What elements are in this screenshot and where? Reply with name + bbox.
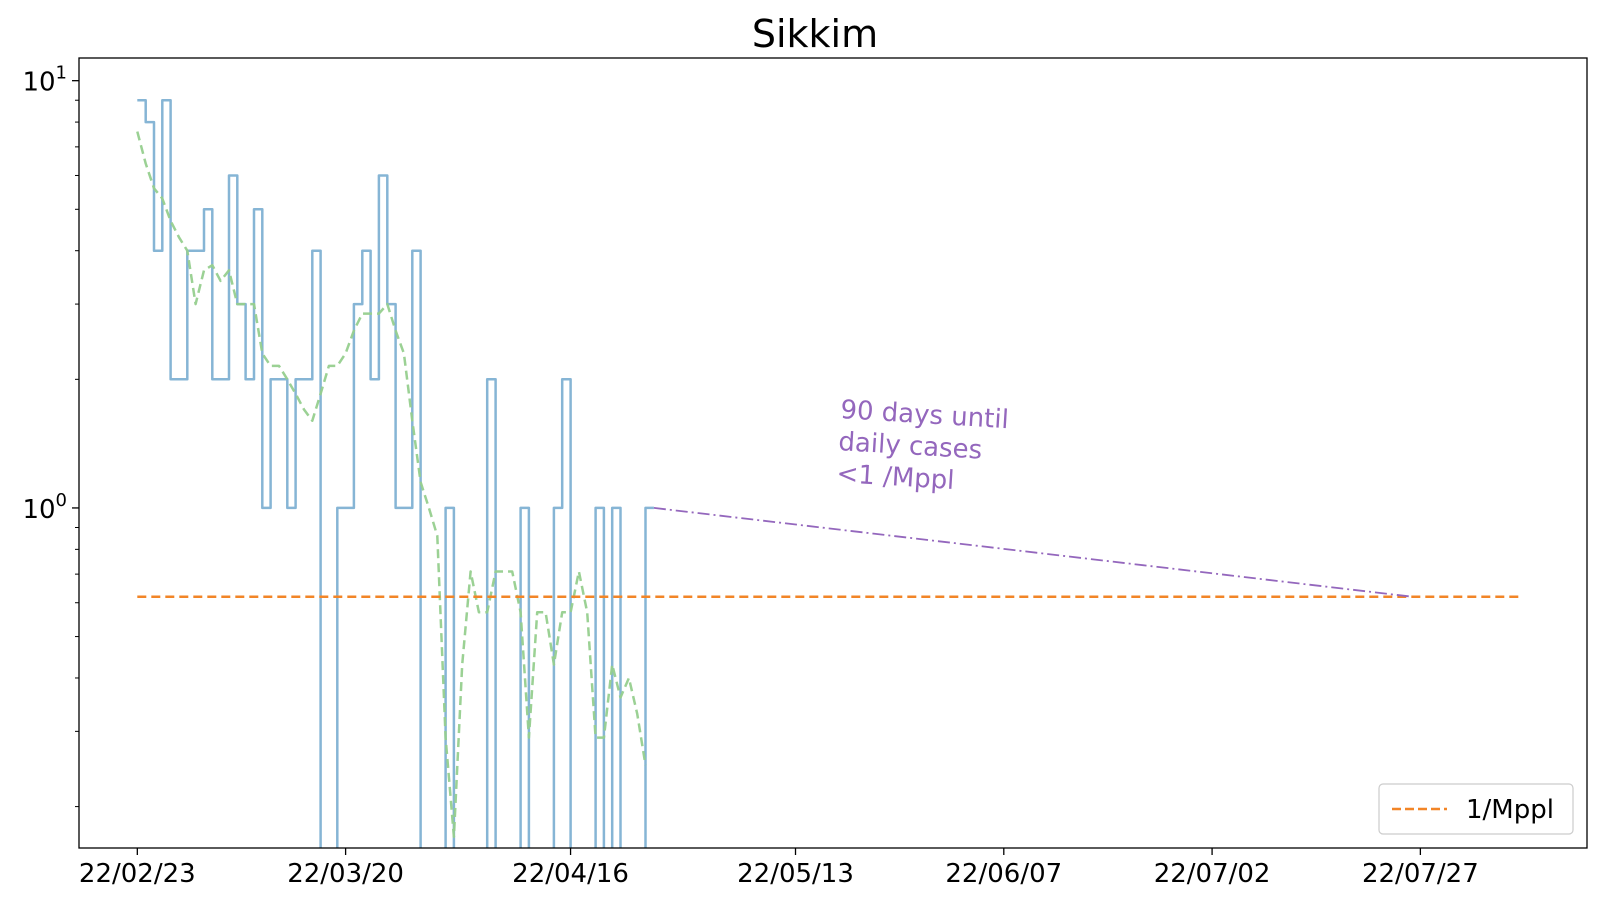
y-tick-label: 101 bbox=[22, 63, 67, 98]
y-tick-exponent: 0 bbox=[56, 490, 67, 511]
x-tick-label: 22/04/16 bbox=[512, 859, 629, 889]
legend: 1/Mppl bbox=[1378, 783, 1574, 835]
series-line-projection bbox=[653, 507, 1413, 598]
y-tick-exponent: 1 bbox=[56, 63, 67, 84]
y-tick-base: 10 bbox=[22, 68, 55, 98]
y-tick-base: 10 bbox=[22, 495, 55, 525]
legend-box bbox=[1378, 783, 1574, 835]
annotation-line: <1 /Mppl bbox=[836, 459, 956, 496]
x-tick-label: 22/02/23 bbox=[79, 859, 196, 889]
series-line-daily bbox=[137, 98, 654, 848]
plot-frame bbox=[78, 57, 1588, 849]
chart-title: Sikkim bbox=[752, 12, 878, 56]
x-tick-label: 22/06/07 bbox=[945, 859, 1062, 889]
series-layer bbox=[136, 98, 1521, 848]
y-tick-label: 100 bbox=[22, 490, 67, 525]
x-tick-label: 22/05/13 bbox=[737, 859, 854, 889]
legend-label-1mppl: 1/Mppl bbox=[1466, 795, 1554, 825]
series-line-rolling-average bbox=[136, 131, 647, 839]
x-tick-label: 22/07/27 bbox=[1362, 859, 1479, 889]
x-tick-label: 22/07/02 bbox=[1154, 859, 1271, 889]
x-tick-label: 22/03/20 bbox=[287, 859, 404, 889]
axis-layer: 22/02/23 22/03/20 22/04/16 22/05/13 22/06/07… bbox=[22, 63, 1478, 889]
